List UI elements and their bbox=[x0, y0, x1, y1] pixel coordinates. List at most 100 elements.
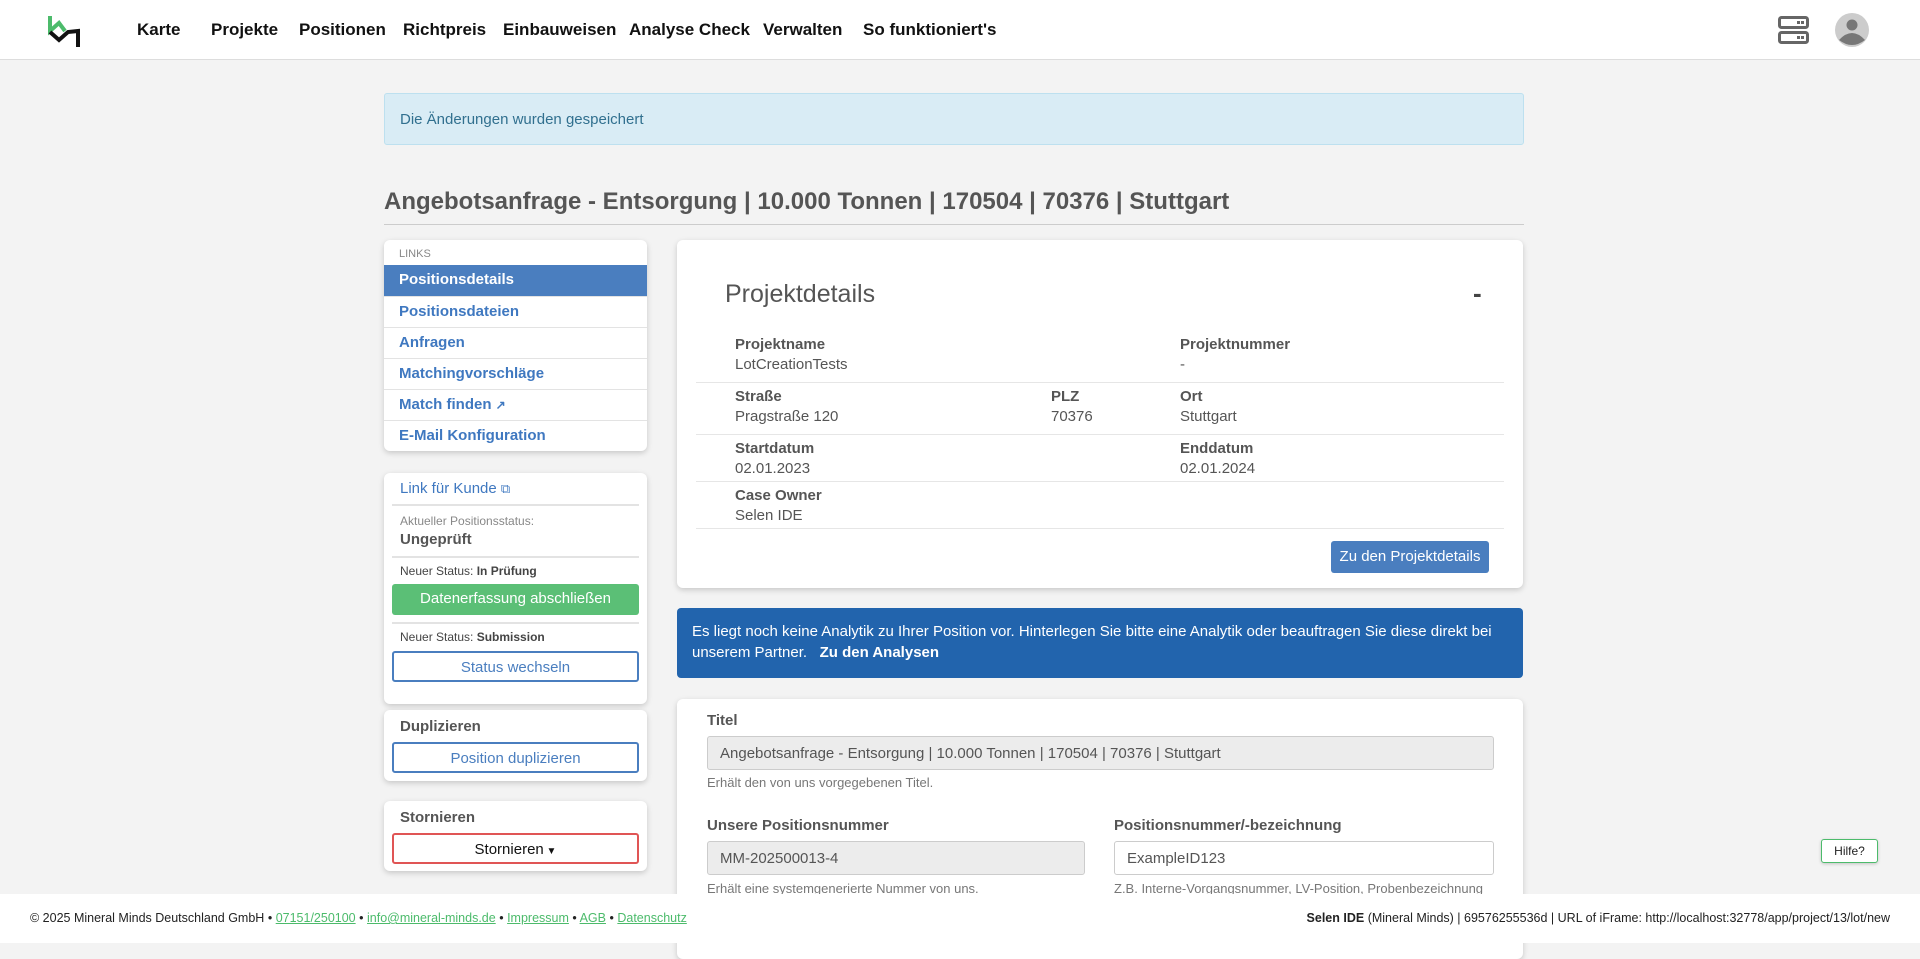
divider bbox=[392, 622, 639, 624]
datenerfassung-abschliessen-button[interactable]: Datenerfassung abschließen bbox=[392, 584, 639, 615]
new-status-2-value: Submission bbox=[476, 630, 545, 644]
enddatum-label: Enddatum bbox=[1180, 440, 1254, 457]
footer-left: © 2025 Mineral Minds Deutschland GmbH • … bbox=[30, 911, 687, 925]
divider bbox=[392, 556, 639, 558]
projektnummer-value: - bbox=[1180, 356, 1185, 373]
collapse-toggle[interactable]: - bbox=[1473, 278, 1482, 308]
project-details-card: Projektdetails - Projektname LotCreation… bbox=[677, 240, 1523, 588]
unsere-positionsnummer-input[interactable]: MM-202500013-4 bbox=[707, 841, 1085, 875]
titel-label: Titel bbox=[707, 712, 738, 729]
copy-icon[interactable]: ⧉ bbox=[500, 481, 511, 496]
customer-link[interactable]: Link für Kunde ⧉ bbox=[400, 480, 510, 497]
current-status-value: Ungeprüft bbox=[400, 531, 472, 548]
customer-link-label: Link für Kunde bbox=[400, 480, 497, 497]
caret-down-icon: ▼ bbox=[543, 846, 557, 857]
divider bbox=[696, 382, 1504, 383]
analytics-info-banner: Es liegt noch keine Analytik zu Ihrer Po… bbox=[677, 608, 1523, 678]
footer-user: Selen IDE bbox=[1306, 911, 1365, 925]
agb-link[interactable]: AGB bbox=[579, 911, 606, 925]
external-link-icon: ↗ bbox=[495, 398, 506, 412]
mineral-minds-logo[interactable] bbox=[47, 14, 83, 48]
sidebar-item-match-finden[interactable]: Match finden ↗ bbox=[384, 389, 647, 420]
success-alert: Die Änderungen wurden gespeichert bbox=[384, 93, 1524, 145]
plz-label: PLZ bbox=[1051, 388, 1080, 405]
cancel-header: Stornieren bbox=[400, 809, 476, 826]
impressum-link[interactable]: Impressum bbox=[507, 911, 569, 925]
stornieren-dropdown[interactable]: Stornieren ▼ bbox=[392, 833, 639, 864]
plz-value: 70376 bbox=[1051, 408, 1093, 425]
links-header: LINKS bbox=[399, 248, 431, 260]
nav-so-funktionierts[interactable]: So funktioniert's bbox=[863, 20, 997, 39]
titel-input[interactable]: Angebotsanfrage - Entsorgung | 10.000 To… bbox=[707, 736, 1494, 770]
sidebar-item-positionsdetails[interactable]: Positionsdetails bbox=[384, 265, 647, 296]
footer-user-info: (Mineral Minds) | 69576255536d | URL of … bbox=[1367, 911, 1890, 925]
footer-right: Selen IDE (Mineral Minds) | 69576255536d… bbox=[1307, 911, 1890, 925]
cancel-card: Stornieren Stornieren ▼ bbox=[384, 801, 647, 871]
project-details-title: Projektdetails bbox=[725, 280, 876, 308]
duplicate-header: Duplizieren bbox=[400, 718, 481, 735]
positionsnummer-label: Positionsnummer/-bezeichnung bbox=[1114, 817, 1342, 834]
new-status-2: Neuer Status: Submission bbox=[400, 630, 545, 644]
footer: © 2025 Mineral Minds Deutschland GmbH • … bbox=[0, 894, 1920, 943]
case-owner-label: Case Owner bbox=[735, 487, 822, 504]
zu-den-analysen-link[interactable]: Zu den Analysen bbox=[819, 644, 940, 661]
top-navbar: Karte Projekte Positionen Richtpreis Ein… bbox=[0, 0, 1920, 60]
status-card: Link für Kunde ⧉ Aktueller Positionsstat… bbox=[384, 473, 647, 704]
links-card: LINKS Positionsdetails Positionsdateien … bbox=[384, 240, 647, 451]
separator: • bbox=[267, 911, 273, 925]
new-status-prefix: Neuer Status: bbox=[400, 564, 474, 578]
status-wechseln-button[interactable]: Status wechseln bbox=[392, 651, 639, 682]
email-link[interactable]: info@mineral-minds.de bbox=[367, 911, 496, 925]
strasse-value: Pragstraße 120 bbox=[735, 408, 839, 425]
divider bbox=[696, 528, 1504, 529]
projektname-label: Projektname bbox=[735, 336, 826, 353]
new-status-1-value: In Prüfung bbox=[476, 564, 537, 578]
projektnummer-label: Projektnummer bbox=[1180, 336, 1291, 353]
sidebar-item-positionsdateien[interactable]: Positionsdateien bbox=[384, 296, 647, 327]
enddatum-value: 02.01.2024 bbox=[1180, 460, 1256, 477]
ort-label: Ort bbox=[1180, 388, 1203, 405]
sidebar-item-email-konfiguration[interactable]: E-Mail Konfiguration bbox=[384, 420, 647, 451]
analytics-text: Es liegt noch keine Analytik zu Ihrer Po… bbox=[692, 623, 1492, 661]
new-status-1: Neuer Status: In Prüfung bbox=[400, 564, 537, 578]
sidebar-item-matchingvorschlaege[interactable]: Matchingvorschläge bbox=[384, 358, 647, 389]
nav-analyse-check[interactable]: Analyse Check bbox=[629, 20, 750, 39]
nav-projekte[interactable]: Projekte bbox=[211, 20, 279, 39]
nav-verwalten[interactable]: Verwalten bbox=[763, 20, 843, 39]
titel-help: Erhält den von uns vorgegebenen Titel. bbox=[707, 775, 934, 790]
divider bbox=[392, 504, 639, 506]
startdatum-label: Startdatum bbox=[735, 440, 815, 457]
ort-value: Stuttgart bbox=[1180, 408, 1237, 425]
current-status-label: Aktueller Positionsstatus: bbox=[400, 514, 535, 528]
positionsnummer-help: Z.B. Interne-Vorgangsnummer, LV-Position… bbox=[1114, 881, 1484, 896]
strasse-label: Straße bbox=[735, 388, 782, 405]
unsere-positionsnummer-help: Erhält eine systemgenerierte Nummer von … bbox=[707, 881, 979, 896]
datenschutz-link[interactable]: Datenschutz bbox=[617, 911, 687, 925]
nav-richtpreis[interactable]: Richtpreis bbox=[403, 20, 487, 39]
separator: • bbox=[499, 911, 504, 925]
unsere-positionsnummer-label: Unsere Positionsnummer bbox=[707, 817, 889, 834]
sidebar-item-anfragen[interactable]: Anfragen bbox=[384, 327, 647, 358]
startdatum-value: 02.01.2023 bbox=[735, 460, 811, 477]
nav-einbauweisen[interactable]: Einbauweisen bbox=[503, 20, 617, 39]
divider bbox=[696, 481, 1504, 482]
separator: • bbox=[572, 911, 577, 925]
new-status-prefix: Neuer Status: bbox=[400, 630, 474, 644]
duplicate-card: Duplizieren Position duplizieren bbox=[384, 710, 647, 781]
positionsnummer-input[interactable]: ExampleID123 bbox=[1114, 841, 1494, 875]
hilfe-button[interactable]: Hilfe? bbox=[1821, 839, 1878, 863]
divider bbox=[696, 434, 1504, 435]
page-title: Angebotsanfrage - Entsorgung | 10.000 To… bbox=[384, 188, 1524, 225]
nav-karte[interactable]: Karte bbox=[137, 20, 181, 39]
server-icon[interactable] bbox=[1778, 16, 1809, 45]
avatar[interactable] bbox=[1834, 12, 1870, 48]
phone-link[interactable]: 07151/250100 bbox=[275, 911, 356, 925]
case-owner-value: Selen IDE bbox=[735, 507, 803, 524]
position-duplizieren-button[interactable]: Position duplizieren bbox=[392, 742, 639, 773]
zu-den-projektdetails-button[interactable]: Zu den Projektdetails bbox=[1331, 541, 1489, 573]
stornieren-label: Stornieren bbox=[474, 841, 544, 858]
nav-positionen[interactable]: Positionen bbox=[299, 20, 386, 39]
match-finden-label: Match finden bbox=[399, 396, 492, 413]
projektname-value: LotCreationTests bbox=[735, 356, 848, 373]
copyright: © 2025 Mineral Minds Deutschland GmbH bbox=[30, 911, 265, 925]
